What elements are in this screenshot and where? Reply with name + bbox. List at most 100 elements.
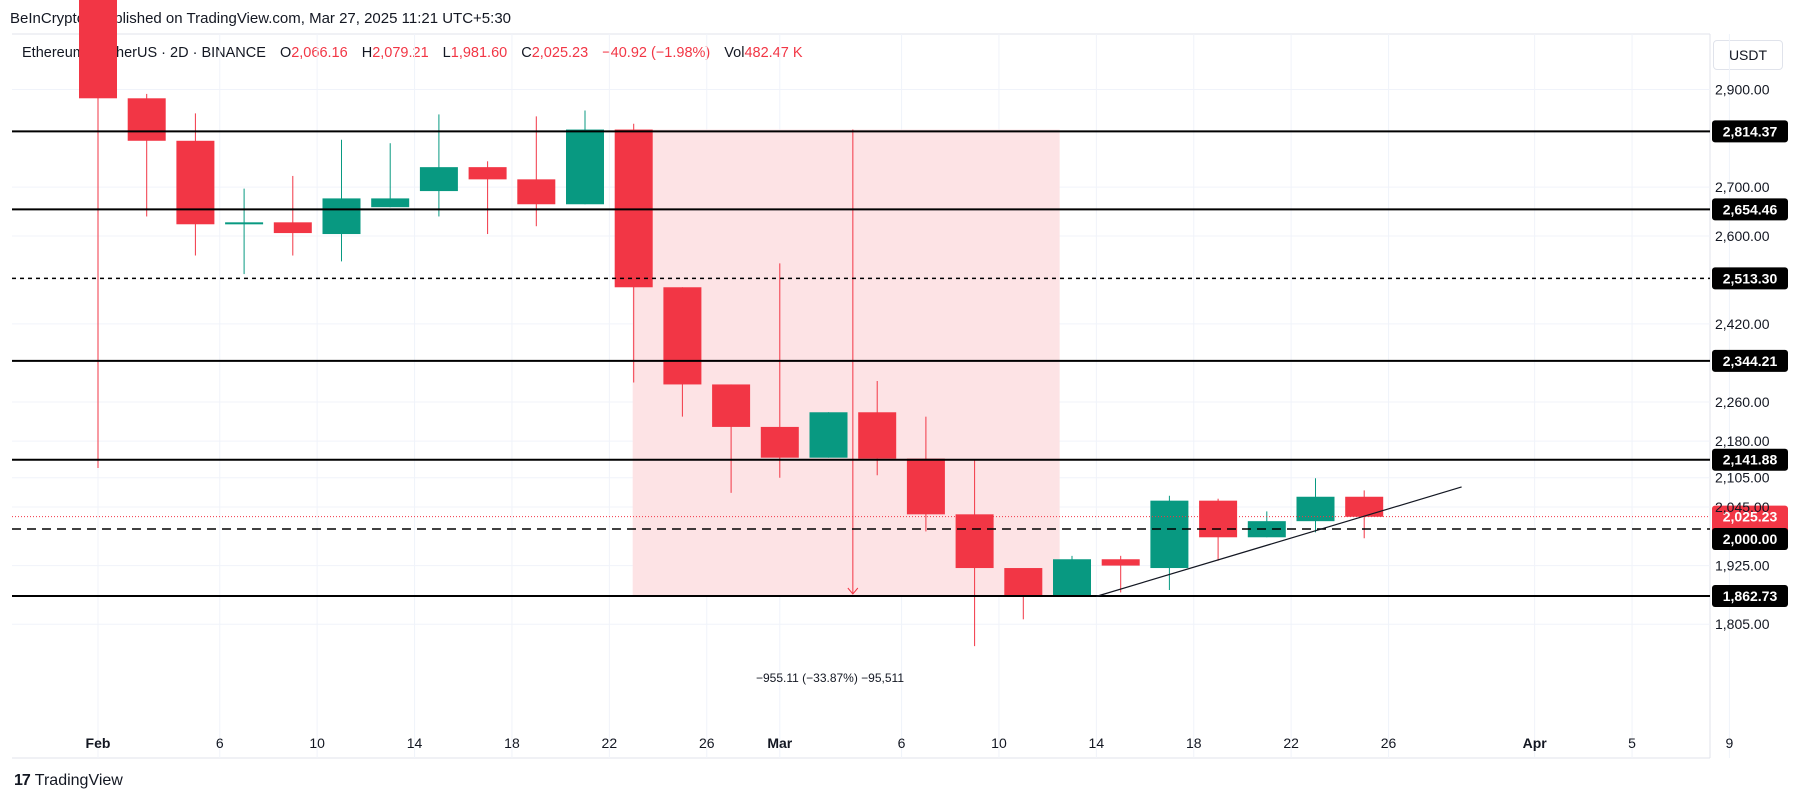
y-tick-label: 2,045.00: [1715, 499, 1770, 515]
candle-body: [322, 198, 361, 235]
candle[interactable]: [760, 263, 799, 478]
candle[interactable]: [371, 143, 410, 208]
change-value: −40.92 (−1.98%): [602, 45, 711, 61]
candle[interactable]: [1199, 498, 1238, 561]
candle-body: [663, 287, 702, 385]
candle[interactable]: [712, 384, 751, 493]
range-measure-label: −955.11 (−33.87%) −95,511: [756, 671, 904, 685]
low-value: 1,981.60: [450, 45, 508, 61]
candle-body: [419, 167, 458, 192]
close-label: C: [521, 45, 532, 61]
candle[interactable]: [225, 188, 264, 275]
candle-body: [517, 179, 556, 205]
x-tick-label: 26: [699, 735, 715, 751]
x-tick-label: 22: [602, 735, 618, 751]
level-price-tag: 2,814.37: [1712, 120, 1788, 143]
candle-body: [760, 426, 799, 458]
x-tick-label: 10: [309, 735, 325, 751]
level-tag-label: 2,654.46: [1723, 201, 1778, 217]
candle[interactable]: [1296, 478, 1335, 533]
trendline-layer: [1096, 486, 1462, 597]
level-tag-label: 2,513.30: [1723, 270, 1778, 286]
published-header: BeInCrypto1 published on TradingView.com…: [10, 10, 511, 27]
level-tag-bg: [1712, 448, 1788, 471]
candle[interactable]: [1053, 555, 1091, 597]
x-tick-label: 6: [216, 735, 224, 751]
x-tick-label: Feb: [86, 735, 111, 751]
y-tick-label: 1,925.00: [1715, 558, 1770, 574]
x-tick-label: 5: [1628, 735, 1636, 751]
level-tag-label: 2,000.00: [1723, 531, 1778, 547]
high-label: H: [361, 45, 373, 61]
x-tick-label: 6: [898, 735, 906, 751]
candles: [79, 0, 1384, 647]
candle-body: [906, 458, 945, 515]
y-tick-label: 2,260.00: [1715, 394, 1770, 410]
candle[interactable]: [322, 139, 361, 262]
x-tick-label: Apr: [1523, 735, 1548, 751]
level-price-tag: 2,513.30: [1712, 267, 1788, 290]
candle[interactable]: [955, 460, 994, 647]
level-tag-bg: [1712, 527, 1788, 550]
tradingview-logo[interactable]: 17 TradingView: [14, 772, 123, 790]
candle-body: [79, 0, 117, 99]
x-tick-label: 14: [407, 735, 423, 751]
level-tag-bg: [1712, 585, 1788, 608]
candle[interactable]: [176, 113, 215, 256]
level-tag-bg: [1712, 349, 1788, 372]
level-tag-label: 2,141.88: [1723, 452, 1778, 468]
level-price-tag: 2,344.21: [1712, 349, 1788, 372]
level-price-tag: 1,862.73: [1712, 585, 1788, 608]
candle[interactable]: [663, 287, 702, 417]
candle[interactable]: [419, 114, 458, 217]
y-tick-label: 2,420.00: [1715, 316, 1770, 332]
open-value: 2,066.16: [291, 45, 348, 61]
candle-body: [1345, 496, 1384, 517]
candle-body: [1247, 521, 1286, 538]
x-tick-label: 22: [1283, 735, 1299, 751]
candle-body: [225, 222, 264, 225]
candle[interactable]: [1150, 495, 1189, 591]
candle[interactable]: [273, 175, 312, 256]
candle-body: [809, 412, 848, 458]
candle[interactable]: [1247, 511, 1286, 538]
level-tag-bg: [1712, 267, 1788, 290]
candle[interactable]: [858, 381, 897, 476]
volume-value: 482.47 K: [744, 45, 803, 61]
candle[interactable]: [809, 412, 848, 458]
candle[interactable]: [517, 116, 556, 227]
x-tick-label: 18: [1186, 735, 1202, 751]
candle-body: [858, 412, 897, 459]
candle[interactable]: [1345, 490, 1384, 539]
y-tick-label: 1,805.00: [1715, 616, 1770, 632]
candle-body: [1004, 568, 1043, 597]
candle[interactable]: [1101, 555, 1140, 593]
trendline[interactable]: [1096, 486, 1462, 597]
range-measure: −955.11 (−33.87%) −95,511: [632, 129, 1060, 685]
candle-body: [1296, 496, 1335, 522]
level-price-tag-2000: 2,000.00: [1712, 527, 1788, 550]
x-tick-label: Mar: [767, 735, 792, 751]
open-label: O: [279, 45, 292, 61]
level-tag-bg: [1712, 120, 1788, 143]
tradingview-logo-icon: 17: [14, 772, 31, 789]
y-tick-label: 2,700.00: [1715, 179, 1770, 195]
candle-body: [955, 514, 994, 569]
candle[interactable]: [468, 161, 507, 235]
y-tick-label: 2,900.00: [1715, 82, 1770, 98]
y-tick-label: 2,180.00: [1715, 433, 1770, 449]
low-label: L: [442, 45, 451, 61]
candle-body: [176, 140, 215, 225]
close-value: 2,025.23: [531, 45, 589, 61]
tradingview-brand: TradingView: [34, 772, 123, 789]
y-tick-label: 2,600.00: [1715, 228, 1770, 244]
candle[interactable]: [79, 0, 117, 468]
currency-button[interactable]: USDT: [1713, 40, 1783, 70]
candle-body: [1199, 500, 1238, 538]
candle[interactable]: [566, 110, 604, 205]
candle[interactable]: [1004, 568, 1043, 620]
candle-body: [712, 384, 751, 427]
candle[interactable]: [127, 93, 166, 217]
candle[interactable]: [906, 416, 945, 532]
